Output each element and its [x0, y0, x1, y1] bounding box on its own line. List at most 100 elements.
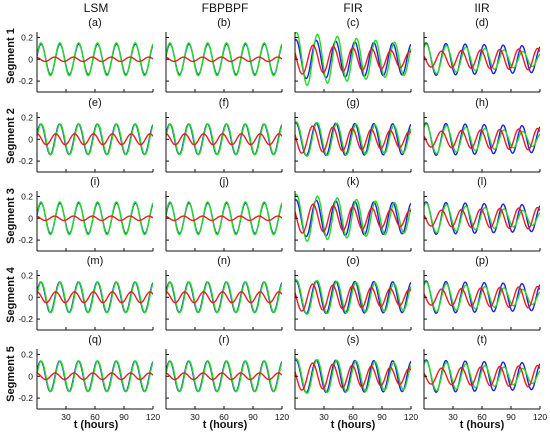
- panel-c: (c): [294, 17, 412, 93]
- series-line-red: [424, 364, 540, 388]
- series-line-red: [37, 133, 153, 146]
- series-line-red: [295, 203, 411, 234]
- column-title-lsm: LSM: [84, 1, 109, 15]
- panel-label: (i): [90, 176, 100, 188]
- series-line-blue: [424, 201, 540, 236]
- series-line-red: [424, 285, 540, 309]
- panel-l: (l): [423, 176, 541, 252]
- series-line-blue: [424, 359, 540, 394]
- panel-label: (q): [88, 334, 101, 346]
- panel-label: (e): [88, 97, 101, 109]
- x-tick-label: 90: [506, 412, 516, 422]
- x-tick-label: 60: [90, 412, 100, 422]
- y-tick-label: 0: [28, 213, 33, 223]
- panel-label: (t): [477, 334, 487, 346]
- panel-label: (c): [347, 17, 360, 29]
- series-line-blue: [424, 280, 540, 315]
- panel-k: (k): [294, 176, 412, 252]
- row-title-segment-5: Segment 5: [5, 346, 17, 402]
- panel-label: (m): [87, 255, 104, 267]
- y-tick-label: 0: [28, 371, 33, 381]
- panel-j: (j): [165, 176, 283, 252]
- series-line-blue: [424, 42, 540, 77]
- series-line-green: [166, 201, 282, 236]
- row-title-segment-2: Segment 2: [5, 108, 17, 164]
- series-line-red: [424, 127, 540, 151]
- panel-label: (h): [475, 97, 488, 109]
- y-tick-label: 0: [28, 54, 33, 64]
- x-tick-label: 30: [448, 412, 458, 422]
- x-tick-label: 90: [377, 412, 387, 422]
- panel-label: (d): [475, 17, 488, 29]
- panel-label: (o): [346, 255, 359, 267]
- panel-n: (n): [165, 255, 283, 331]
- panel-label: (r): [219, 334, 230, 346]
- panel-d: (d): [423, 17, 541, 93]
- series-line-blue: [424, 122, 540, 157]
- y-tick-label: 0.2: [21, 112, 33, 122]
- panel-label: (g): [346, 97, 359, 109]
- panel-label: (b): [217, 17, 230, 29]
- series-line-red: [37, 291, 153, 304]
- series-line-red: [37, 56, 153, 63]
- panel-r: (r) 30 60 90 120: [165, 334, 289, 422]
- panels-group: (a) 0.2 0 -0.2 (b) (c) (d) (e) 0.2 0 -0.2 (f) (g) (h)…: [18, 17, 547, 422]
- series-line-green: [166, 42, 282, 77]
- series-line-red: [37, 372, 153, 381]
- series-line-red: [166, 291, 282, 304]
- y-tick-label: 0: [28, 134, 33, 144]
- panel-label: (k): [347, 176, 360, 188]
- x-tick-label: 120: [404, 412, 418, 422]
- series-line-green: [37, 42, 153, 77]
- column-title-iir: IIR: [474, 1, 490, 15]
- panel-label: (s): [347, 334, 360, 346]
- series-line-red: [37, 215, 153, 222]
- series-line-red: [166, 133, 282, 146]
- panel-f: (f): [165, 97, 283, 173]
- x-tick-label: 30: [319, 412, 329, 422]
- panel-a: (a) 0.2 0 -0.2: [18, 17, 154, 93]
- x-axis-label-col-4: t (hours): [460, 419, 505, 431]
- series-line-red: [295, 362, 411, 391]
- panel-h: (h): [423, 97, 541, 173]
- series-line-red: [295, 125, 411, 154]
- row-title-segment-3: Segment 3: [5, 188, 17, 244]
- panel-label: (n): [217, 255, 230, 267]
- x-tick-label: 30: [190, 412, 200, 422]
- panel-b: (b): [165, 17, 283, 93]
- panel-o: (o): [294, 255, 412, 331]
- panel-label: (f): [219, 97, 229, 109]
- panel-m: (m) 0.2 0 -0.2: [18, 255, 154, 331]
- x-tick-label: 120: [533, 412, 547, 422]
- y-tick-label: 0.2: [21, 349, 33, 359]
- x-axis-label-col-3: t (hours): [331, 419, 376, 431]
- panel-q: (q) 0.2 0 -0.2 30 60 90 120: [18, 334, 160, 422]
- x-tick-label: 90: [248, 412, 258, 422]
- panel-t: (t) 30 60 90 120: [423, 334, 547, 422]
- panel-e: (e) 0.2 0 -0.2: [18, 97, 154, 173]
- x-axis-label-col-1: t (hours): [74, 419, 119, 431]
- series-line-red: [166, 215, 282, 222]
- x-tick-label: 120: [146, 412, 160, 422]
- y-tick-label: 0: [28, 292, 33, 302]
- series-line-green: [295, 193, 411, 243]
- series-line-red: [166, 56, 282, 63]
- x-axis-label-col-2: t (hours): [203, 419, 248, 431]
- series-line-red: [424, 206, 540, 230]
- panel-p: (p): [423, 255, 541, 331]
- column-title-fbpbpf: FBPBPF: [202, 1, 249, 15]
- series-line-red: [166, 372, 282, 381]
- series-line-green: [37, 360, 153, 393]
- x-tick-label: 90: [119, 412, 129, 422]
- panel-s: (s) 30 60 90 120: [294, 334, 418, 422]
- y-tick-label: -0.2: [18, 314, 33, 324]
- y-tick-label: -0.2: [18, 235, 33, 245]
- x-tick-label: 60: [219, 412, 229, 422]
- row-title-segment-4: Segment 4: [5, 266, 17, 323]
- panel-g: (g): [294, 97, 412, 173]
- x-tick-label: 60: [348, 412, 358, 422]
- x-tick-label: 60: [477, 412, 487, 422]
- panel-label: (p): [475, 255, 488, 267]
- series-line-green: [37, 201, 153, 236]
